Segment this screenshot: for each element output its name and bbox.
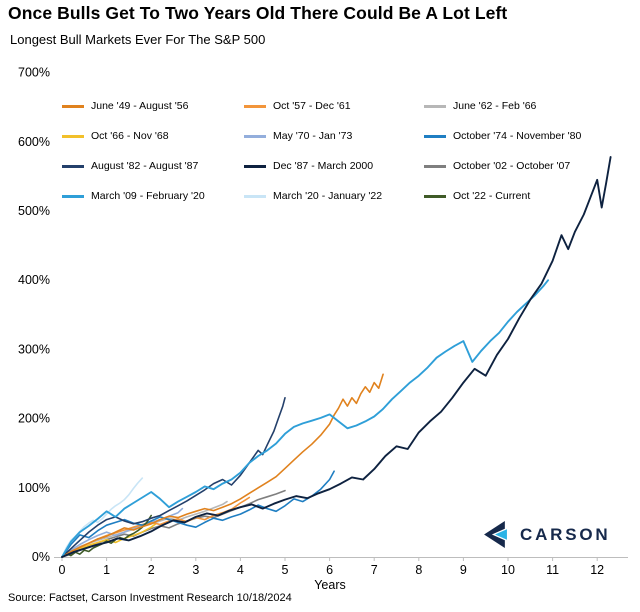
y-tick-label: 100% [18, 481, 50, 495]
legend-line-marker [424, 134, 446, 138]
legend-label: Dec '87 - March 2000 [273, 160, 374, 172]
legend-label: Oct '66 - Nov '68 [91, 130, 169, 142]
x-tick-label: 9 [460, 563, 467, 577]
y-tick-label: 200% [18, 412, 50, 426]
chart-title: Once Bulls Get To Two Years Old There Co… [8, 3, 508, 23]
legend-line-marker [244, 164, 266, 168]
y-tick-label: 600% [18, 135, 50, 149]
legend: June '49 - August '56 Oct '57 - Dec '61 Ju… [62, 99, 624, 203]
y-tick-label: 700% [18, 66, 50, 80]
carson-logo-icon [484, 521, 507, 548]
x-axis-title: Years [314, 578, 346, 592]
x-tick-label: 3 [192, 563, 199, 577]
series-line-5 [61, 470, 335, 558]
x-tick-label: 4 [237, 563, 244, 577]
legend-item-10: March '20 - January '22 [244, 189, 424, 203]
legend-item-0: June '49 - August '56 [62, 99, 244, 113]
y-tick-label: 0% [32, 550, 50, 564]
legend-item-1: Oct '57 - Dec '61 [244, 99, 424, 113]
legend-line-marker [424, 194, 446, 198]
legend-item-4: May '70 - Jan '73 [244, 129, 424, 143]
legend-line-marker [244, 104, 266, 108]
x-tick-label: 11 [546, 563, 559, 577]
legend-line-marker [62, 164, 84, 168]
y-tick-label: 300% [18, 342, 50, 356]
x-tick-label: 7 [371, 563, 378, 577]
series-line-9 [61, 279, 550, 558]
legend-label: March '20 - January '22 [273, 190, 383, 202]
x-tick-label: 6 [326, 563, 333, 577]
x-tick-label: 1 [103, 563, 110, 577]
legend-item-3: Oct '66 - Nov '68 [62, 129, 244, 143]
chart-subtitle: Longest Bull Markets Ever For The S&P 50… [10, 32, 266, 47]
x-tick-label: 0 [59, 563, 66, 577]
legend-label: October '74 - November '80 [453, 130, 582, 142]
series-line-11 [61, 514, 152, 558]
legend-line-marker [424, 104, 446, 108]
legend-label: Oct '22 - Current [453, 190, 531, 202]
legend-item-5: October '74 - November '80 [424, 129, 624, 143]
legend-item-6: August '82 - August '87 [62, 159, 244, 173]
x-tick-label: 5 [282, 563, 289, 577]
carson-logo-text: CARSON [520, 524, 611, 544]
legend-item-8: October '02 - October '07 [424, 159, 624, 173]
legend-item-7: Dec '87 - March 2000 [244, 159, 424, 173]
carson-logo: CARSON [482, 521, 610, 548]
legend-label: May '70 - Jan '73 [273, 130, 353, 142]
legend-label: October '02 - October '07 [453, 160, 571, 172]
x-tick-label: 8 [415, 563, 422, 577]
legend-line-marker [62, 134, 84, 138]
legend-line-marker [424, 164, 446, 168]
legend-line-marker [62, 104, 84, 108]
legend-label: March '09 - February '20 [91, 190, 205, 202]
logo-chevron-dark-shape [484, 521, 505, 548]
legend-label: August '82 - August '87 [91, 160, 199, 172]
legend-label: June '62 - Feb '66 [453, 100, 537, 112]
legend-label: Oct '57 - Dec '61 [273, 100, 351, 112]
y-tick-label: 400% [18, 273, 50, 287]
series-line-7 [61, 156, 612, 558]
legend-item-9: March '09 - February '20 [62, 189, 244, 203]
y-tick-label: 500% [18, 204, 50, 218]
x-tick-label: 2 [148, 563, 155, 577]
legend-item-11: Oct '22 - Current [424, 189, 624, 203]
x-tick-label: 12 [590, 563, 604, 577]
source-note: Source: Factset, Carson Investment Resea… [8, 592, 292, 604]
legend-line-marker [244, 194, 266, 198]
legend-line-marker [62, 194, 84, 198]
legend-label: June '49 - August '56 [91, 100, 189, 112]
logo-triangle-cyan-shape [494, 529, 507, 540]
series-line-0 [61, 373, 384, 558]
x-tick-label: 10 [501, 563, 515, 577]
legend-item-2: June '62 - Feb '66 [424, 99, 624, 113]
legend-line-marker [244, 134, 266, 138]
